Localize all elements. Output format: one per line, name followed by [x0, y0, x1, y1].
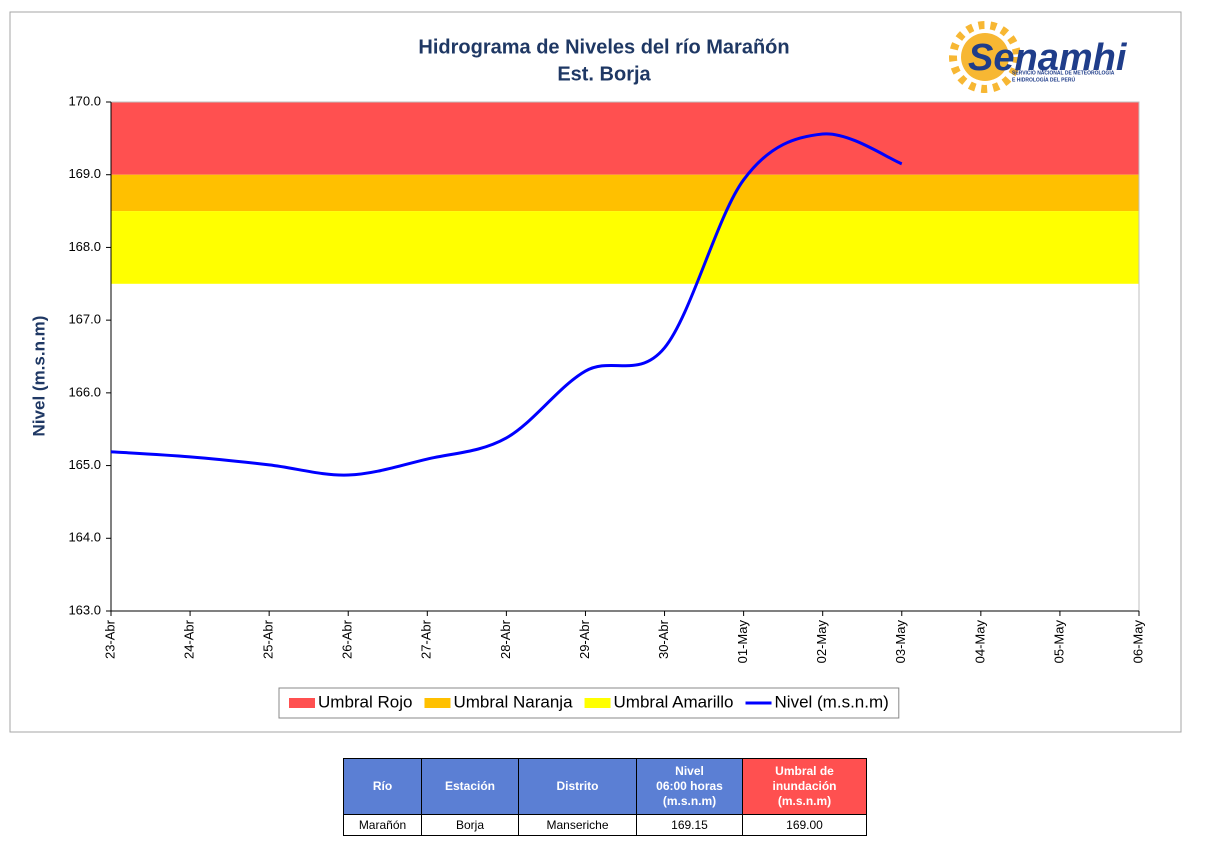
- legend-swatch: [289, 698, 315, 708]
- x-tick-label: 25-Abr: [261, 619, 276, 659]
- chart-title: Hidrograma de Niveles del río Marañón: [418, 36, 789, 58]
- x-tick-label: 30-Abr: [656, 619, 671, 659]
- header-text: Distrito: [556, 779, 599, 793]
- logo-tagline: E HIDROLOGÍA DEL PERÚ: [1012, 75, 1075, 83]
- x-tick-label: 05-May: [1051, 620, 1066, 664]
- threshold-band: [111, 211, 1139, 284]
- x-tick-label: 27-Abr: [419, 619, 434, 659]
- legend-label: Umbral Naranja: [453, 692, 573, 711]
- chart: Hidrograma de Niveles del río Marañón Es…: [9, 11, 1182, 733]
- table-cell: Borja: [421, 814, 519, 836]
- header-cell: Nivel 06:00 horas (m.s.n.m): [636, 758, 743, 815]
- table-cell: Marañón: [343, 814, 422, 836]
- header-text: Río: [372, 779, 393, 793]
- header-cell: Río: [343, 758, 422, 815]
- x-tick-label: 06-May: [1130, 620, 1145, 664]
- table-header-row: Río Estación Distrito Nivel 06:00 horas (m.s.…: [343, 758, 867, 815]
- x-tick-label: 29-Abr: [577, 619, 592, 659]
- summary-table: Río Estación Distrito Nivel 06:00 horas (m.s.…: [343, 758, 867, 836]
- chart-subtitle: Est. Borja: [557, 63, 651, 85]
- threshold-band: [111, 174, 1139, 212]
- threshold-band: [111, 102, 1139, 175]
- level-line: [110, 132, 903, 477]
- x-tick-label: 01-May: [735, 620, 750, 664]
- x-tick-label: 02-May: [814, 620, 829, 664]
- logo-tagline: SERVICIO NACIONAL DE METEOROLOGÍA: [1012, 68, 1115, 76]
- legend-label: Nivel (m.s.n.m): [775, 692, 889, 711]
- header-text: inundación: [772, 779, 837, 793]
- header-cell: Umbral de inundación (m.s.n.m): [742, 758, 867, 815]
- y-tick-label: 170.0: [68, 93, 101, 108]
- x-tick-label: 26-Abr: [340, 619, 355, 659]
- y-axis-label: Nivel (m.s.n.m): [29, 316, 48, 437]
- header-text: Umbral de: [775, 764, 834, 778]
- header-text: 06:00 horas: [656, 779, 723, 793]
- logo-sun: [949, 21, 1021, 93]
- y-tick-label: 165.0: [68, 457, 101, 472]
- header-text: (m.s.n.m): [777, 794, 832, 808]
- legend-swatch: [584, 698, 611, 708]
- logo-name: Senamhi: [968, 37, 1128, 79]
- legend-label: Umbral Rojo: [318, 692, 412, 711]
- legend: Umbral Rojo Umbral Naranja Umbral Amarillo…: [278, 687, 900, 719]
- header-text: Estación: [444, 779, 495, 793]
- y-tick-label: 167.0: [68, 312, 101, 327]
- header-cell: Estación: [421, 758, 519, 815]
- legend-swatch: [424, 698, 451, 708]
- table-cell: Manseriche: [518, 814, 637, 836]
- header-text: Nivel: [675, 764, 704, 778]
- header-cell: Distrito: [518, 758, 637, 815]
- x-tick-label: 04-May: [972, 620, 987, 664]
- x-tick-label: 23-Abr: [102, 619, 117, 659]
- table-cell: 169.00: [742, 814, 867, 836]
- x-tick-label: 03-May: [893, 620, 908, 664]
- y-tick-label: 169.0: [68, 166, 101, 181]
- table-row: Marañón Borja Manseriche 169.15 169.00: [343, 814, 867, 836]
- y-tick-label: 164.0: [68, 530, 101, 545]
- header-text: (m.s.n.m): [662, 794, 717, 808]
- legend-label: Umbral Amarillo: [614, 692, 734, 711]
- x-tick-label: 24-Abr: [182, 619, 197, 659]
- y-tick-label: 166.0: [68, 384, 101, 399]
- y-tick-label: 168.0: [68, 239, 101, 254]
- y-tick-label: 163.0: [68, 602, 101, 617]
- x-tick-label: 28-Abr: [498, 619, 513, 659]
- table-cell: 169.15: [636, 814, 743, 836]
